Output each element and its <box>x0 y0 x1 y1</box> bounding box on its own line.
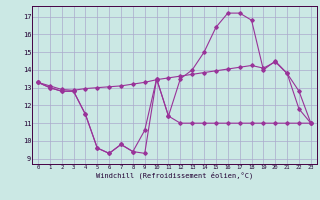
X-axis label: Windchill (Refroidissement éolien,°C): Windchill (Refroidissement éolien,°C) <box>96 171 253 179</box>
